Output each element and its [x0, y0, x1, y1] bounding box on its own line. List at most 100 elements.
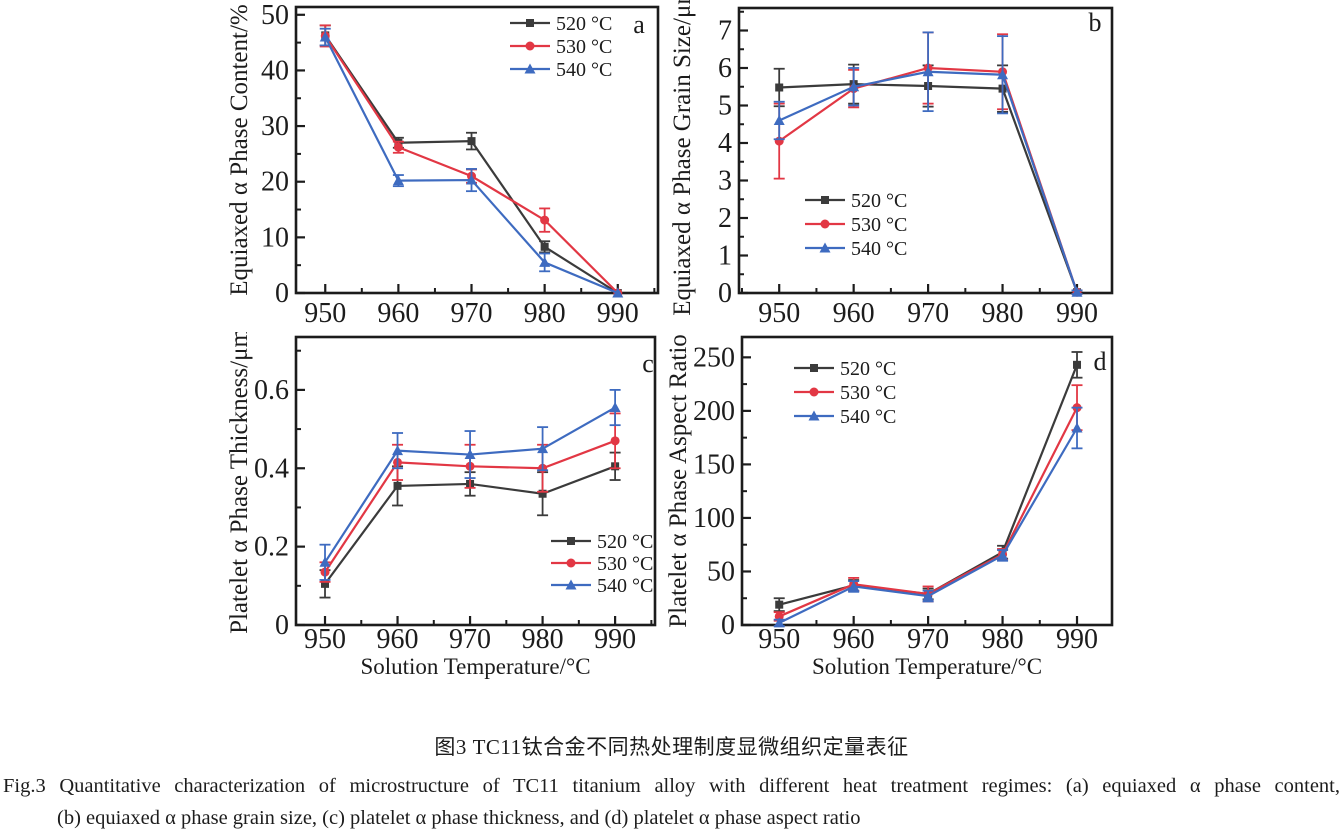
- marker-square: [567, 537, 575, 545]
- x-tick-label: 990: [597, 298, 639, 329]
- y-tick-label: 5: [718, 91, 732, 122]
- marker-triangle: [848, 580, 860, 591]
- legend-label: 520 °C: [840, 358, 896, 380]
- legend-item: 540 °C: [551, 575, 653, 597]
- series-line: [778, 407, 1078, 618]
- marker-square: [1073, 360, 1082, 369]
- legend-item: 530 °C: [794, 382, 896, 404]
- y-tick-label: 6: [718, 53, 732, 84]
- caption-english-line2: (b) equiaxed α phase grain size, (c) pla…: [57, 807, 861, 829]
- legend-item: 520 °C: [510, 13, 612, 35]
- series-a-2: [319, 27, 624, 298]
- x-axis-title: Solution Temperature/°C: [812, 654, 1042, 679]
- legend-label: 520 °C: [851, 190, 907, 212]
- legend-label: 530 °C: [840, 382, 896, 404]
- marker-circle: [566, 558, 576, 568]
- marker-circle: [610, 436, 620, 446]
- marker-circle: [820, 219, 830, 229]
- x-tick-label: 960: [833, 298, 875, 329]
- y-tick-label: 0: [718, 278, 732, 309]
- y-axis-ticks: 0 50 100 150 200 250: [693, 342, 751, 641]
- legend-label: 530 °C: [851, 214, 907, 236]
- y-tick-label: 40: [261, 55, 289, 86]
- marker-triangle: [1071, 422, 1083, 433]
- x-axis-title: Solution Temperature/°C: [360, 654, 590, 679]
- y-tick-label: 10: [261, 222, 289, 253]
- panel-letter-a: a: [633, 10, 645, 39]
- caption-chinese: 图3 TC11钛合金不同热处理制度显微组织定量表征: [434, 735, 909, 759]
- legend-label: 530 °C: [556, 36, 612, 58]
- y-axis-ticks: 0 0.2 0.4 0.6: [254, 349, 305, 641]
- legend-label: 530 °C: [597, 553, 653, 575]
- y-tick-label: 7: [718, 16, 732, 47]
- x-tick-label: 980: [982, 298, 1024, 329]
- marker-triangle: [537, 443, 549, 454]
- marker-circle: [540, 215, 550, 225]
- marker-triangle: [565, 579, 577, 590]
- y-tick-label: 100: [693, 503, 735, 534]
- x-tick-label: 980: [522, 624, 564, 655]
- y-tick-label: 0.2: [254, 532, 289, 563]
- marker-triangle: [392, 445, 404, 456]
- y-tick-label: 0: [275, 610, 289, 641]
- legend-label: 540 °C: [840, 406, 896, 428]
- series-b-2: [773, 31, 1083, 297]
- y-axis-title: Platelet α Phase Thickness/μm: [226, 332, 253, 634]
- y-tick-label: 2: [718, 203, 732, 234]
- legend-label: 520 °C: [556, 13, 612, 35]
- chart-a: 950 960 970 980 990 0 10 20 30 40 50 Equiaxed α Pha…: [226, 0, 660, 329]
- x-tick-label: 950: [758, 624, 800, 655]
- charts-grid: 950 960 970 980 990 0 10 20 30 40 50 Equiaxed α Pha…: [226, 0, 1114, 679]
- x-tick-label: 950: [304, 624, 346, 655]
- x-tick-label: 970: [907, 298, 949, 329]
- series-d-1: [773, 384, 1083, 622]
- legend-item: 540 °C: [794, 406, 896, 428]
- marker-circle: [393, 142, 403, 152]
- x-axis-ticks: 950 960 970 980 990: [740, 284, 1098, 329]
- y-tick-label: 50: [707, 556, 735, 587]
- x-tick-label: 970: [449, 624, 491, 655]
- caption-english-line1: Fig.3 Quantitative characterization of m…: [3, 775, 1340, 797]
- y-tick-label: 50: [261, 0, 289, 31]
- marker-square: [775, 600, 784, 609]
- y-axis-title: Equiaxed α Phase Content/%: [226, 4, 253, 296]
- marker-triangle: [922, 590, 934, 601]
- marker-square: [393, 481, 402, 490]
- legend-item: 530 °C: [551, 553, 653, 575]
- marker-triangle: [392, 175, 404, 186]
- y-axis-title: Platelet α Phase Aspect Ratio: [665, 334, 692, 628]
- x-tick-label: 960: [833, 624, 875, 655]
- marker-triangle: [609, 402, 621, 413]
- x-tick-label: 960: [377, 624, 419, 655]
- x-tick-label: 990: [594, 624, 636, 655]
- y-tick-label: 30: [261, 111, 289, 142]
- x-tick-label: 980: [524, 298, 566, 329]
- x-tick-label: 970: [907, 624, 949, 655]
- marker-triangle: [773, 115, 785, 125]
- legend-item: 540 °C: [510, 59, 612, 81]
- axis-frame: [737, 6, 1114, 295]
- marker-square: [540, 242, 549, 251]
- legend-item: 520 °C: [805, 190, 907, 212]
- x-axis-ticks: 950 960 970 980 990: [758, 616, 1098, 655]
- legend-label: 540 °C: [851, 238, 907, 260]
- x-tick-label: 950: [304, 298, 346, 329]
- marker-triangle: [848, 81, 860, 92]
- chart-b: 950 960 970 980 990 0 1 2 3 4 5 6 7 Equiaxed α Phase …: [669, 0, 1114, 329]
- legend-item: 530 °C: [805, 214, 907, 236]
- y-tick-label: 4: [718, 128, 732, 159]
- x-tick-label: 990: [1056, 298, 1098, 329]
- y-tick-label: 0: [721, 610, 735, 641]
- marker-triangle: [808, 410, 820, 421]
- y-tick-label: 250: [693, 342, 735, 373]
- y-axis-ticks: 0 10 20 30 40 50: [261, 0, 305, 309]
- legend-item: 520 °C: [794, 358, 896, 380]
- x-tick-label: 970: [451, 298, 493, 329]
- marker-circle: [525, 41, 535, 51]
